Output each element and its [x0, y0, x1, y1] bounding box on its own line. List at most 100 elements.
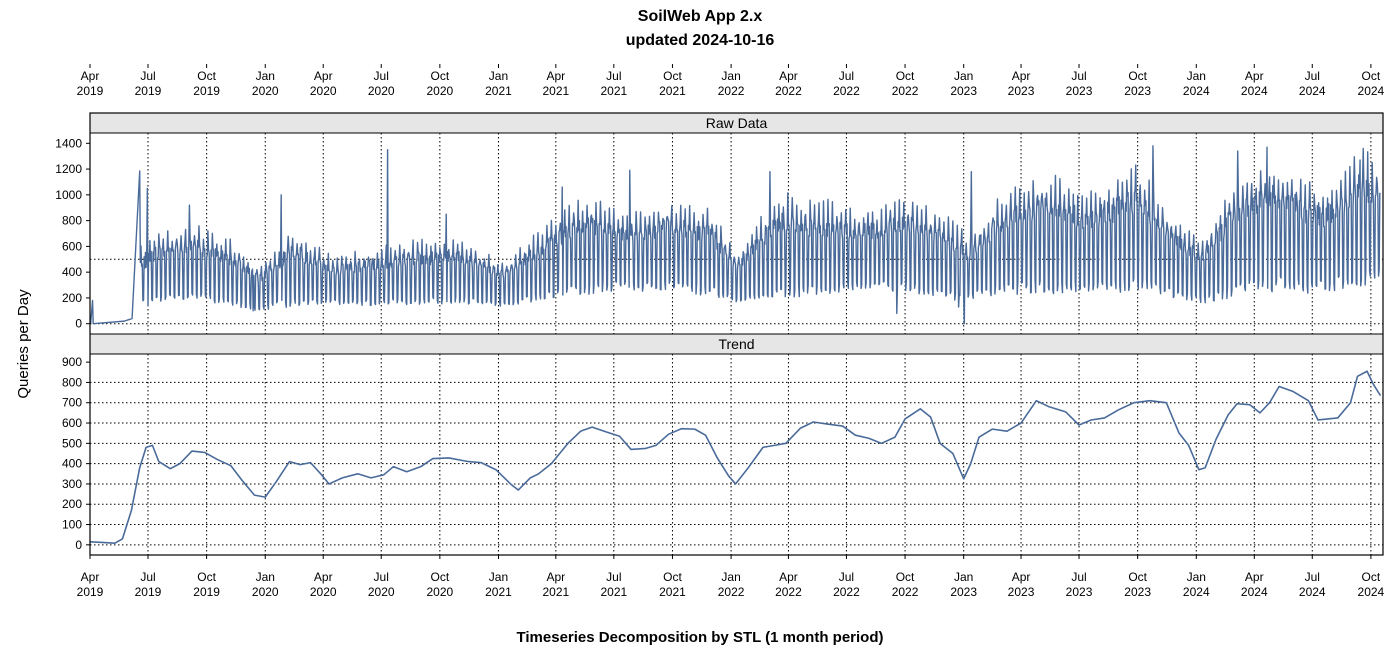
panel-strip-label: Trend	[718, 336, 754, 352]
bottom-x-tick-year: 2021	[542, 585, 569, 599]
top-x-tick-month: Jan	[954, 69, 973, 83]
y-tick-label: 800	[62, 375, 82, 389]
chart-title: SoilWeb App 2.x	[638, 8, 763, 25]
y-tick-label: 0	[75, 538, 82, 552]
bottom-x-tick-month: Jul	[606, 570, 621, 584]
series-line	[89, 370, 1382, 545]
bottom-x-tick-month: Jul	[140, 570, 155, 584]
top-x-tick-month: Apr	[81, 69, 100, 83]
bottom-x-tick-month: Jan	[256, 570, 275, 584]
top-x-tick-year: 2022	[718, 84, 745, 98]
bottom-x-tick-year: 2024	[1241, 585, 1268, 599]
y-tick-label: 800	[62, 214, 82, 228]
y-tick-label: 1200	[55, 162, 82, 176]
top-x-tick-year: 2020	[368, 84, 395, 98]
bottom-x-tick-month: Oct	[1362, 570, 1381, 584]
panel-trend: Trend 0 100 200 300 400 500 600 700 800 900	[62, 333, 1384, 556]
top-x-tick-month: Jul	[1305, 69, 1320, 83]
bottom-x-tick-month: Oct	[663, 570, 682, 584]
bottom-x-tick-year: 2022	[892, 585, 919, 599]
bottom-x-tick-year: 2019	[135, 585, 162, 599]
bottom-x-tick-year: 2023	[1066, 585, 1093, 599]
y-tick-label: 700	[62, 396, 82, 410]
bottom-x-tick-year: 2019	[193, 585, 220, 599]
top-x-tick-year: 2024	[1299, 84, 1326, 98]
series-line	[89, 145, 1381, 325]
bottom-x-tick-month: Apr	[546, 570, 565, 584]
top-x-tick-year: 2023	[1008, 84, 1035, 98]
bottom-x-tick-year: 2021	[485, 585, 512, 599]
top-x-tick-year: 2021	[485, 84, 512, 98]
top-x-tick-year: 2022	[833, 84, 860, 98]
bottom-x-tick-year: 2024	[1358, 585, 1385, 599]
bottom-x-tick-year: 2020	[252, 585, 279, 599]
top-x-tick-month: Jul	[839, 69, 854, 83]
bottom-x-tick-month: Jan	[489, 570, 508, 584]
plot-frame	[89, 112, 1384, 556]
panel-raw-data: Raw Data 0 200 400 600 800 1000 1200 1400	[55, 112, 1384, 335]
bottom-x-tick-month: Apr	[81, 570, 100, 584]
top-x-tick-month: Apr	[1012, 69, 1031, 83]
bottom-x-tick-year: 2020	[427, 585, 454, 599]
plot-layer: Apr2019Jul2019Oct2019Jan2020Apr2020Jul20…	[55, 64, 1385, 599]
bottom-x-tick-year: 2023	[1124, 585, 1151, 599]
top-x-tick-year: 2022	[775, 84, 802, 98]
top-x-tick-year: 2023	[1124, 84, 1151, 98]
bottom-x-tick-year: 2024	[1299, 585, 1326, 599]
top-x-tick-month: Jan	[1187, 69, 1206, 83]
top-x-tick-year: 2019	[135, 84, 162, 98]
y-tick-label: 0	[75, 317, 82, 331]
top-x-tick-month: Jan	[489, 69, 508, 83]
top-x-tick-year: 2019	[77, 84, 104, 98]
y-tick-label: 200	[62, 497, 82, 511]
y-tick-label: 500	[62, 436, 82, 450]
top-x-tick-year: 2024	[1241, 84, 1268, 98]
y-tick-label: 600	[62, 239, 82, 253]
panel-strip-label: Raw Data	[706, 115, 768, 131]
top-x-tick-month: Jan	[721, 69, 740, 83]
top-x-tick-year: 2022	[892, 84, 919, 98]
bottom-x-tick-month: Jul	[1071, 570, 1086, 584]
top-x-tick-year: 2020	[427, 84, 454, 98]
bottom-x-tick-year: 2023	[1008, 585, 1035, 599]
y-tick-label: 900	[62, 355, 82, 369]
bottom-x-tick-month: Oct	[431, 570, 450, 584]
bottom-x-tick-year: 2024	[1183, 585, 1210, 599]
top-x-tick-month: Oct	[431, 69, 450, 83]
bottom-x-tick-month: Oct	[197, 570, 216, 584]
bottom-x-tick-month: Jan	[1187, 570, 1206, 584]
top-x-tick-year: 2023	[1066, 84, 1093, 98]
top-x-tick-month: Oct	[1128, 69, 1147, 83]
y-tick-label: 400	[62, 265, 82, 279]
bottom-x-tick-year: 2022	[718, 585, 745, 599]
bottom-x-tick-year: 2022	[775, 585, 802, 599]
top-x-tick-month: Apr	[779, 69, 798, 83]
top-x-tick-month: Apr	[1245, 69, 1264, 83]
bottom-x-tick-month: Jul	[1305, 570, 1320, 584]
bottom-x-tick-month: Jan	[954, 570, 973, 584]
top-x-tick-year: 2019	[193, 84, 220, 98]
y-tick-label: 600	[62, 416, 82, 430]
chart-subtitle: updated 2024-10-16	[626, 32, 775, 49]
bottom-x-tick-month: Oct	[1128, 570, 1147, 584]
top-x-tick-month: Oct	[896, 69, 915, 83]
top-x-tick-year: 2020	[252, 84, 279, 98]
top-x-tick-year: 2024	[1358, 84, 1385, 98]
bottom-x-tick-month: Apr	[779, 570, 798, 584]
bottom-x-tick-month: Oct	[896, 570, 915, 584]
y-tick-label: 1000	[55, 188, 82, 202]
top-x-tick-month: Jul	[140, 69, 155, 83]
bottom-x-tick-year: 2021	[600, 585, 627, 599]
bottom-x-tick-month: Jul	[374, 570, 389, 584]
bottom-x-tick-year: 2019	[77, 585, 104, 599]
y-tick-label: 1400	[55, 136, 82, 150]
top-x-tick-month: Oct	[197, 69, 216, 83]
top-x-tick-year: 2020	[310, 84, 337, 98]
bottom-x-tick-year: 2020	[368, 585, 395, 599]
bottom-x-tick-year: 2021	[659, 585, 686, 599]
top-x-tick-year: 2021	[600, 84, 627, 98]
bottom-x-tick-year: 2022	[833, 585, 860, 599]
top-x-tick-month: Jul	[1071, 69, 1086, 83]
bottom-x-tick-month: Jul	[839, 570, 854, 584]
